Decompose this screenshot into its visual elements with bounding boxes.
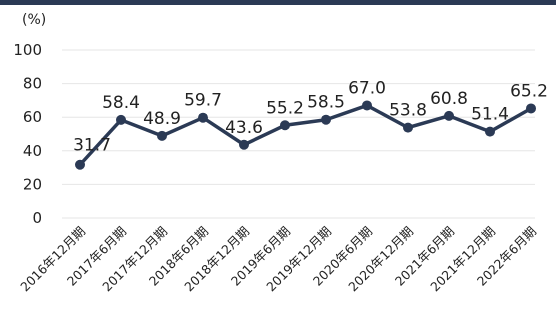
y-tick-label: 20 xyxy=(23,175,42,193)
y-tick-label: 40 xyxy=(23,142,42,160)
y-tick-label: 60 xyxy=(23,108,42,126)
data-point xyxy=(485,126,495,137)
data-label: 60.8 xyxy=(430,89,468,109)
data-point xyxy=(239,139,249,150)
y-tick-label: 100 xyxy=(13,41,42,59)
series-line xyxy=(78,103,532,166)
data-label: 51.4 xyxy=(471,105,509,125)
data-label: 53.8 xyxy=(389,101,427,121)
top-rule xyxy=(0,0,556,5)
data-point xyxy=(116,114,126,125)
data-point xyxy=(444,110,454,121)
data-label: 58.5 xyxy=(307,93,345,113)
y-tick-label: 0 xyxy=(32,209,42,227)
data-label: 48.9 xyxy=(143,109,181,129)
y-axis-ticks: 0 20 40 60 80 100 xyxy=(13,41,42,227)
data-point xyxy=(321,114,331,125)
series-line-layer xyxy=(78,103,532,166)
data-point xyxy=(198,112,208,123)
data-points xyxy=(75,100,536,170)
data-label: 58.4 xyxy=(102,93,140,113)
y-unit-label: (%) xyxy=(22,12,46,28)
x-axis-ticks: 2016年12月期2017年6月期2017年12月期2018年6月期2018年1… xyxy=(17,224,539,295)
data-label: 31.7 xyxy=(73,136,111,156)
data-label: 67.0 xyxy=(348,78,386,98)
data-label: 59.7 xyxy=(184,91,222,111)
y-tick-label: 80 xyxy=(23,75,42,93)
data-point xyxy=(280,120,290,131)
data-label: 43.6 xyxy=(225,118,263,138)
data-point xyxy=(526,103,536,114)
data-point xyxy=(403,122,413,133)
data-point xyxy=(75,159,85,170)
data-label: 65.2 xyxy=(510,81,548,101)
data-point xyxy=(362,100,372,111)
grid-layer xyxy=(62,49,535,219)
data-point xyxy=(157,130,167,141)
data-label: 55.2 xyxy=(266,98,304,118)
data-labels: 31.7 58.448.959.743.655.2 58.567.053.860.8… xyxy=(73,78,548,155)
